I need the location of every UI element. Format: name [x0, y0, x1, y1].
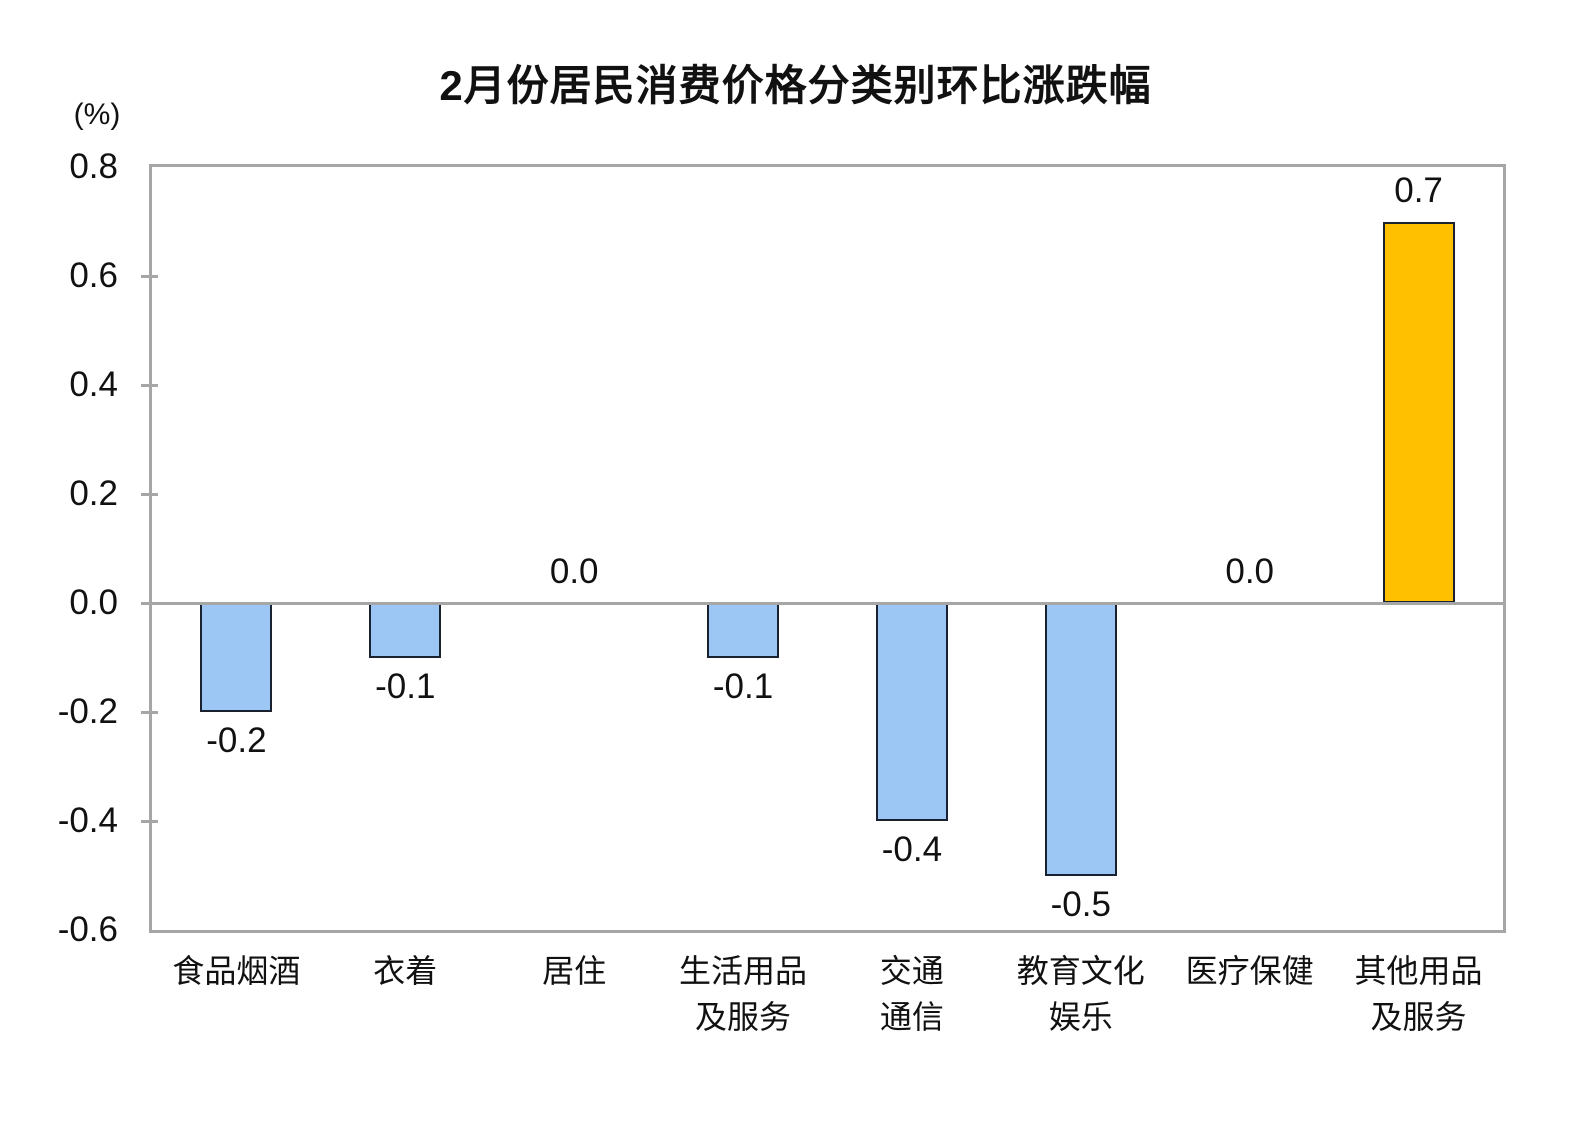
x-category-label: 其他用品 及服务 [1354, 953, 1483, 1035]
y-tick-mark [141, 710, 158, 714]
x-category-label: 生活用品 及服务 [679, 953, 808, 1035]
y-tick-label: -0.2 [57, 692, 118, 731]
bar-value-label: 0.0 [1225, 552, 1275, 591]
y-tick-label: 0.6 [69, 256, 118, 295]
plot-area [149, 164, 1506, 933]
bar-negative [369, 603, 442, 658]
bar-value-label: -0.5 [1050, 884, 1111, 924]
y-tick-label: -0.6 [57, 910, 118, 949]
bar-value-label: -0.2 [206, 721, 267, 760]
y-tick-label: 0.4 [69, 365, 118, 404]
y-tick-label: -0.4 [57, 801, 118, 840]
bar-negative [1044, 603, 1117, 876]
bar-negative [707, 603, 780, 658]
bar-negative [200, 603, 273, 712]
y-tick-label: 0.2 [69, 474, 118, 513]
bar-positive [1382, 221, 1455, 603]
bar-value-label: -0.4 [881, 830, 943, 869]
bar-value-label: 0.7 [1394, 170, 1443, 210]
x-category-label: 衣着 [373, 953, 438, 989]
chart-title: 2月份居民消费价格分类别环比涨跌幅 [439, 62, 1152, 109]
bar-value-label: 0.0 [549, 552, 599, 591]
x-category-label: 食品烟酒 [172, 953, 301, 989]
bar-value-label: -0.1 [375, 666, 436, 706]
x-category-label: 居住 [542, 953, 607, 989]
y-tick-mark [141, 492, 158, 496]
y-tick-mark [141, 274, 158, 278]
x-category-label: 教育文化 娱乐 [1016, 953, 1145, 1035]
x-category-label: 交通 通信 [879, 953, 944, 1035]
y-tick-mark [141, 383, 158, 387]
y-tick-mark [141, 819, 158, 823]
bar-negative [875, 603, 948, 821]
zero-axis-line [152, 601, 1503, 605]
y-tick-label: 0.8 [69, 147, 118, 186]
y-tick-label: 0.0 [69, 583, 118, 622]
bar-value-label: -0.1 [712, 666, 774, 706]
x-category-label: 医疗保健 [1185, 953, 1314, 989]
y-axis-unit-label: (%) [73, 98, 121, 131]
y-tick-mark [141, 601, 158, 605]
